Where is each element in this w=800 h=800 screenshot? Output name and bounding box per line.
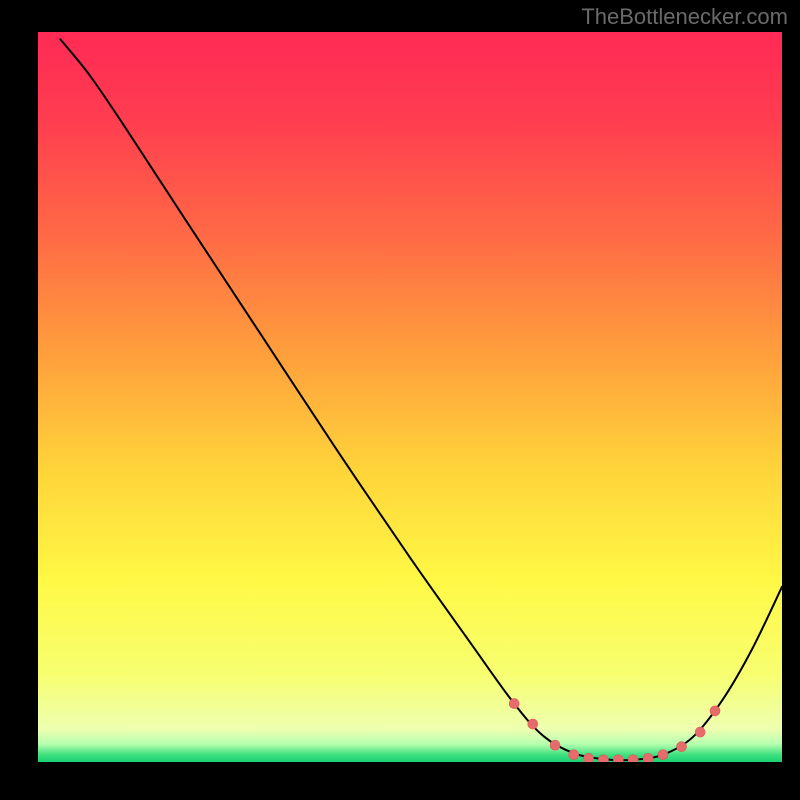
marker-dot	[710, 706, 720, 716]
marker-dot	[643, 753, 653, 763]
marker-dot	[528, 719, 538, 729]
marker-dot	[509, 699, 519, 709]
marker-dot	[695, 727, 705, 737]
marker-dot	[677, 742, 687, 752]
plot-background-gradient	[38, 32, 782, 762]
chart-container: TheBottlenecker.com	[0, 0, 800, 800]
marker-dot	[569, 750, 579, 760]
chart-svg	[0, 0, 800, 800]
marker-dot	[658, 750, 668, 760]
marker-dot	[550, 740, 560, 750]
marker-dot	[584, 753, 594, 763]
